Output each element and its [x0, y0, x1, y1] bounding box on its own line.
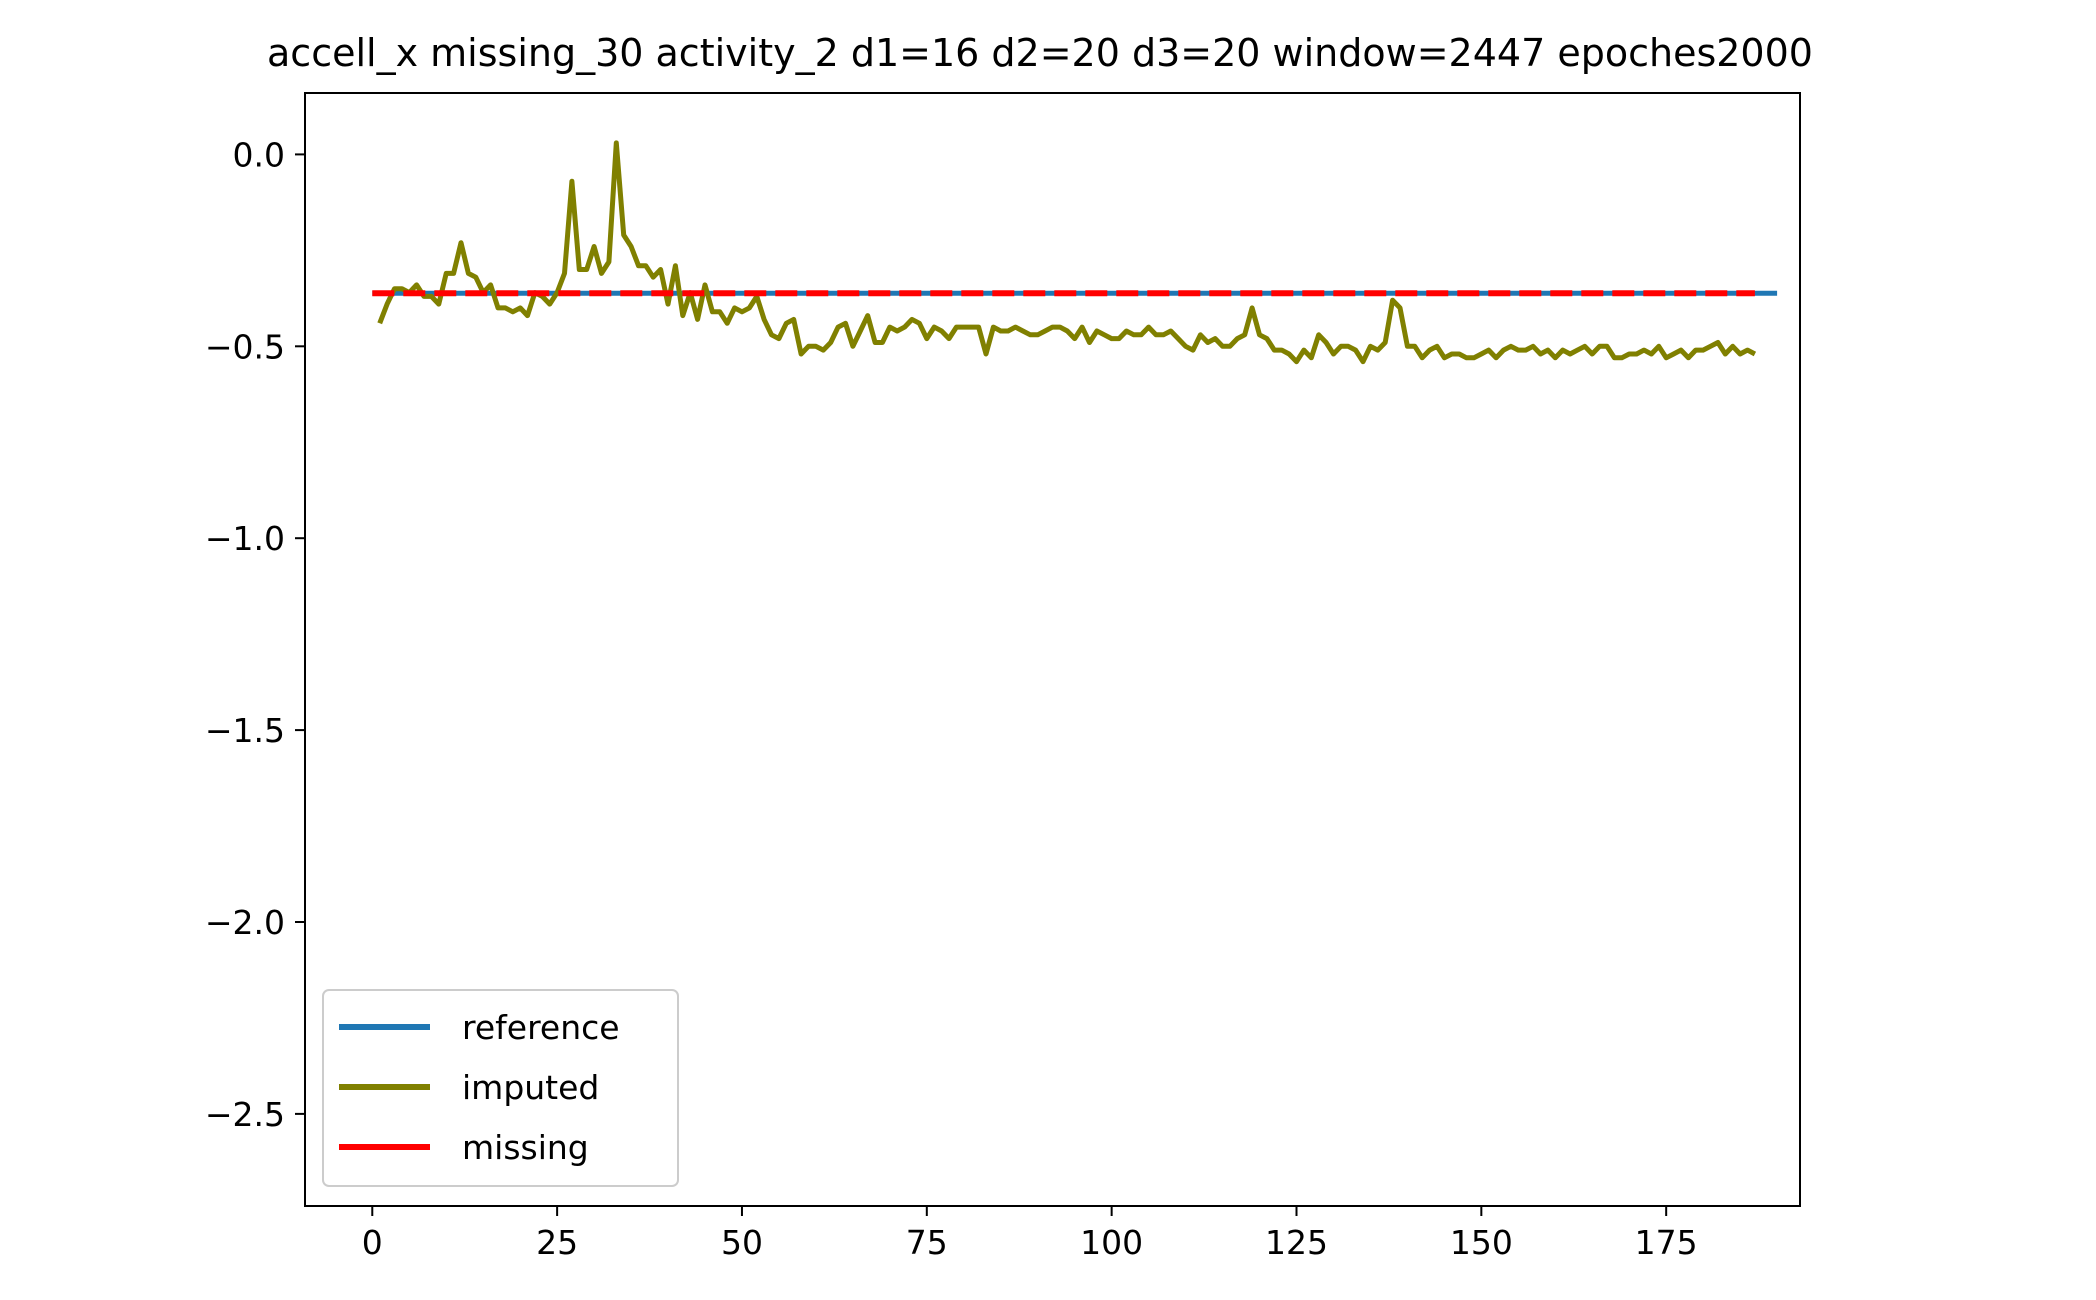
x-tick-label: 75: [906, 1223, 948, 1262]
legend-label-imputed: imputed: [462, 1068, 599, 1107]
x-tick-label: 0: [362, 1223, 383, 1262]
x-tick-label: 50: [721, 1223, 763, 1262]
axes-frame: [304, 92, 1801, 1207]
chart-title: accell_x missing_30 activity_2 d1=16 d2=…: [267, 31, 1813, 75]
y-tick-label: −1.0: [205, 519, 285, 558]
x-tick-label: 150: [1450, 1223, 1513, 1262]
legend: reference imputed missing: [322, 989, 679, 1187]
x-axis: 0 25 50 75 100 125 150 175: [362, 1206, 1698, 1262]
y-tick-label: −2.0: [205, 903, 285, 942]
x-tick-label: 125: [1265, 1223, 1328, 1262]
y-tick-label: −2.5: [205, 1095, 285, 1134]
x-tick-label: 175: [1635, 1223, 1698, 1262]
x-tick-label: 25: [536, 1223, 578, 1262]
series-layer: [372, 140, 1778, 365]
legend-label-reference: reference: [462, 1008, 620, 1047]
y-tick-label: 0.0: [233, 135, 285, 174]
legend-box: [322, 989, 679, 1187]
y-axis: 0.0 −0.5 −1.0 −1.5 −2.0 −2.5: [205, 135, 305, 1134]
y-tick-label: −1.5: [205, 711, 285, 750]
legend-label-missing: missing: [462, 1128, 589, 1167]
x-tick-label: 100: [1080, 1223, 1143, 1262]
series-line-imputed: [377, 140, 1757, 365]
y-tick-label: −0.5: [205, 327, 285, 366]
